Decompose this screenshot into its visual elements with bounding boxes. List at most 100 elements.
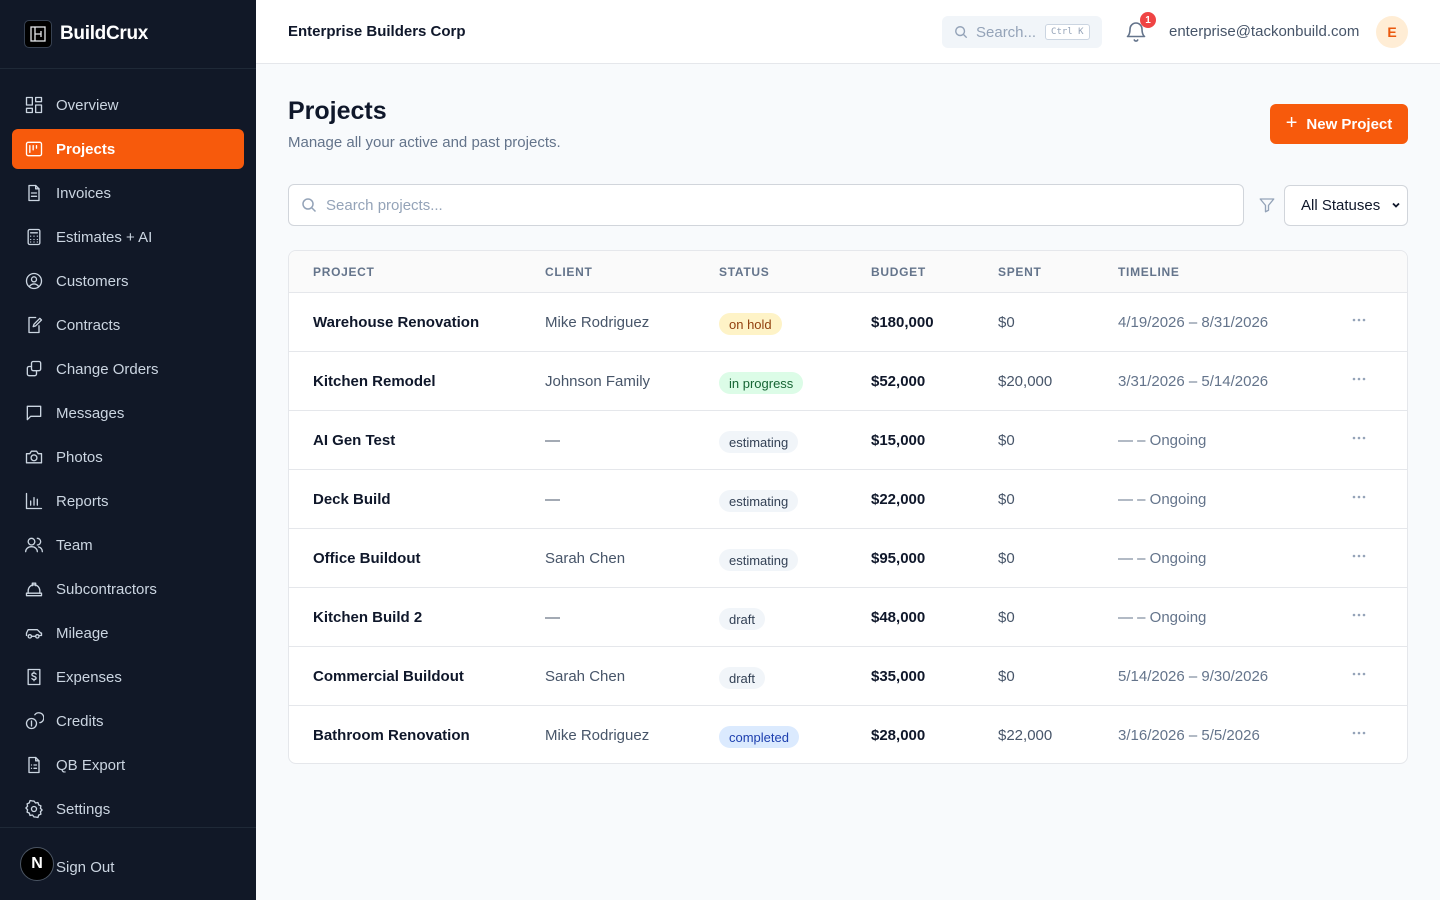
status-badge: on hold <box>719 313 782 335</box>
sidebar-item-label: Projects <box>56 140 116 158</box>
spent-value: $22,000 <box>998 727 1053 744</box>
sidebar-footer: N Sign Out <box>0 827 256 900</box>
budget-value: $95,000 <box>871 550 926 567</box>
table-row[interactable]: Commercial Buildout Sarah Chen draft $35,00… <box>289 647 1407 706</box>
sidebar-item-photos[interactable]: Photos <box>12 437 244 477</box>
project-name[interactable]: Kitchen Remodel <box>313 373 436 390</box>
sidebar-item-messages[interactable]: Messages <box>12 393 244 433</box>
spent-value: $20,000 <box>998 373 1053 390</box>
more-actions-icon[interactable] <box>1352 495 1366 499</box>
sidebar-item-subcontractors[interactable]: Subcontractors <box>12 569 244 609</box>
client-name: — <box>545 432 560 449</box>
sidebar: BuildCrux Overview Projects Invoices Estima… <box>0 0 256 900</box>
bar-chart-icon <box>24 491 44 511</box>
status-badge: in progress <box>719 372 804 394</box>
sidebar-item-label: Customers <box>56 272 129 290</box>
table-row[interactable]: Kitchen Build 2 — draft $48,000 $0 — – Ongoin… <box>289 588 1407 647</box>
project-name[interactable]: AI Gen Test <box>313 432 396 449</box>
project-search <box>288 184 1244 226</box>
global-search[interactable]: Search... Ctrl K <box>942 16 1102 48</box>
sidebar-item-team[interactable]: Team <box>12 525 244 565</box>
project-name[interactable]: Bathroom Renovation <box>313 727 470 744</box>
gear-icon <box>24 799 44 819</box>
table-row[interactable]: Kitchen Remodel Johnson Family in progress… <box>289 352 1407 411</box>
client-name: — <box>545 491 560 508</box>
sidebar-item-expenses[interactable]: Expenses <box>12 657 244 697</box>
more-actions-icon[interactable] <box>1352 672 1366 676</box>
sidebar-item-projects[interactable]: Projects <box>12 129 244 169</box>
sidebar-item-label: Reports <box>56 492 109 510</box>
topbar: Enterprise Builders Corp Search... Ctrl … <box>256 0 1440 64</box>
brand-name: BuildCrux <box>60 23 149 44</box>
sidebar-item-label: Team <box>56 536 93 554</box>
sidebar-item-estimates-ai[interactable]: Estimates + AI <box>12 217 244 257</box>
status-badge: estimating <box>719 431 799 453</box>
n-badge-icon: N <box>20 847 54 881</box>
sidebar-item-label: Messages <box>56 404 125 422</box>
header-status: STATUS <box>719 265 770 279</box>
bell-icon[interactable] <box>1124 20 1148 44</box>
more-actions-icon[interactable] <box>1352 436 1366 440</box>
message-icon <box>24 403 44 423</box>
new-project-label: New Project <box>1306 115 1393 133</box>
spent-value: $0 <box>998 550 1015 567</box>
table-row[interactable]: Office Buildout Sarah Chen estimating $95,0… <box>289 529 1407 588</box>
chevron-down-icon <box>1391 200 1401 210</box>
page-subtitle: Manage all your active and past projects… <box>288 134 561 151</box>
sidebar-item-contracts[interactable]: Contracts <box>12 305 244 345</box>
status-badge: completed <box>719 726 799 748</box>
more-actions-icon[interactable] <box>1352 554 1366 558</box>
user-email[interactable]: enterprise@tackonbuild.com <box>1169 23 1360 40</box>
project-search-input[interactable] <box>326 196 1206 214</box>
budget-value: $48,000 <box>871 609 926 626</box>
sidebar-item-change-orders[interactable]: Change Orders <box>12 349 244 389</box>
file-export-icon <box>24 755 44 775</box>
projects-table: PROJECT CLIENT STATUS BUDGET SPENT TIMEL… <box>288 250 1408 764</box>
brand[interactable]: BuildCrux <box>0 0 256 69</box>
budget-value: $180,000 <box>871 314 934 331</box>
sidebar-item-settings[interactable]: Settings <box>12 789 244 829</box>
table-row[interactable]: AI Gen Test — estimating $15,000 $0 — – Ongoi… <box>289 411 1407 470</box>
header-project: PROJECT <box>313 265 375 279</box>
project-name[interactable]: Warehouse Renovation <box>313 314 480 331</box>
plus-icon: + <box>1285 112 1298 134</box>
project-name[interactable]: Office Buildout <box>313 550 421 567</box>
sidebar-item-qb-export[interactable]: QB Export <box>12 745 244 785</box>
project-name[interactable]: Kitchen Build 2 <box>313 609 423 626</box>
sign-out-button[interactable]: Sign Out <box>56 858 115 876</box>
more-actions-icon[interactable] <box>1352 613 1366 617</box>
table-row[interactable]: Warehouse Renovation Mike Rodriguez on hol… <box>289 293 1407 352</box>
more-actions-icon[interactable] <box>1352 318 1366 322</box>
new-project-button[interactable]: + New Project <box>1270 104 1408 144</box>
table-row[interactable]: Bathroom Renovation Mike Rodriguez complet… <box>289 706 1407 763</box>
timeline-value: — – Ongoing <box>1118 550 1207 567</box>
status-filter-select[interactable]: All Statuses <box>1284 185 1408 226</box>
spent-value: $0 <box>998 668 1015 685</box>
sidebar-item-invoices[interactable]: Invoices <box>12 173 244 213</box>
sidebar-item-credits[interactable]: Credits <box>12 701 244 741</box>
company-name: Enterprise Builders Corp <box>288 23 466 40</box>
sidebar-item-reports[interactable]: Reports <box>12 481 244 521</box>
sidebar-item-label: Mileage <box>56 624 109 642</box>
client-name: Johnson Family <box>545 373 651 390</box>
sidebar-item-customers[interactable]: Customers <box>12 261 244 301</box>
table-body: Warehouse Renovation Mike Rodriguez on hol… <box>289 293 1407 763</box>
more-actions-icon[interactable] <box>1352 731 1366 735</box>
project-name[interactable]: Deck Build <box>313 491 391 508</box>
sidebar-item-label: Contracts <box>56 316 121 334</box>
header-client: CLIENT <box>545 265 593 279</box>
table-row[interactable]: Deck Build — estimating $22,000 $0 — – Ongoin… <box>289 470 1407 529</box>
sidebar-item-mileage[interactable]: Mileage <box>12 613 244 653</box>
contract-icon <box>24 315 44 335</box>
more-actions-icon[interactable] <box>1352 377 1366 381</box>
sidebar-item-label: Photos <box>56 448 103 466</box>
client-name: — <box>545 609 560 626</box>
budget-value: $15,000 <box>871 432 926 449</box>
user-circle-icon <box>24 271 44 291</box>
avatar[interactable]: E <box>1376 16 1408 48</box>
project-name[interactable]: Commercial Buildout <box>313 668 464 685</box>
filter-icon[interactable] <box>1258 196 1276 214</box>
sidebar-item-overview[interactable]: Overview <box>12 85 244 125</box>
status-badge: estimating <box>719 549 799 571</box>
status-badge: draft <box>719 667 766 689</box>
